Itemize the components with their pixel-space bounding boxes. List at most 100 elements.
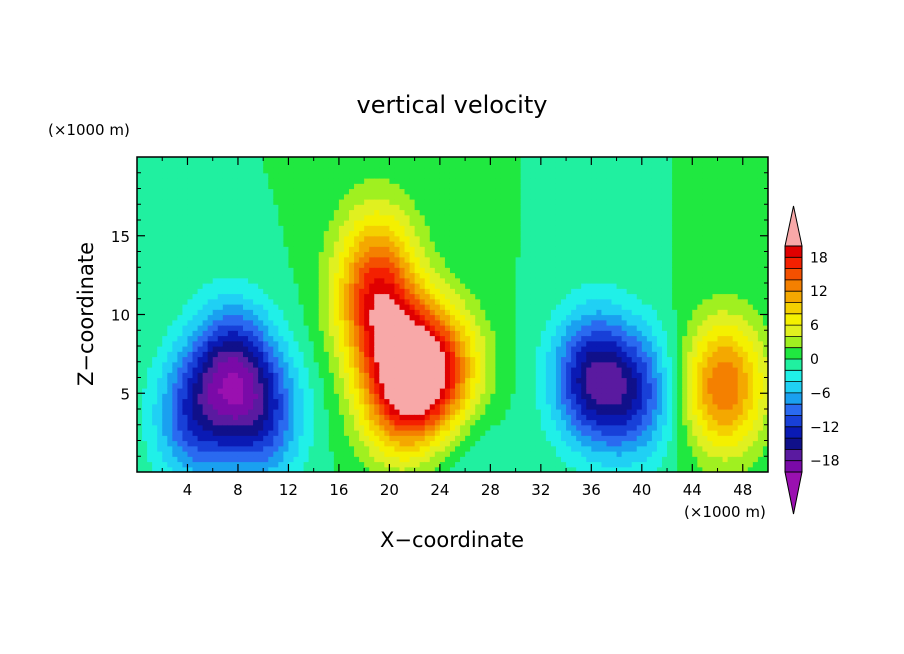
field-cell <box>515 430 522 436</box>
field-cell <box>364 251 370 258</box>
field-cell <box>535 382 542 389</box>
field-cell <box>162 193 168 200</box>
field-cell <box>424 204 431 211</box>
field-cell <box>480 267 486 274</box>
field-cell <box>182 235 189 242</box>
field-cell <box>147 246 153 253</box>
field-cell <box>374 178 380 184</box>
field-cell <box>434 430 441 436</box>
field-cell <box>520 309 527 316</box>
field-cell <box>444 288 451 295</box>
field-cell <box>152 188 158 195</box>
field-cell <box>465 409 471 415</box>
field-cell <box>182 304 189 310</box>
field-cell <box>439 414 446 421</box>
field-cell <box>460 283 466 289</box>
field-cell <box>283 356 290 363</box>
field-cell <box>439 382 446 389</box>
field-cell <box>338 209 345 216</box>
field-cell <box>253 388 259 394</box>
field-cell <box>167 372 173 379</box>
field-cell <box>288 241 295 247</box>
field-cell <box>278 424 284 431</box>
field-cell <box>338 361 345 368</box>
field-cell <box>364 351 370 358</box>
field-cell <box>192 162 199 169</box>
field-cell <box>303 220 310 226</box>
field-cell <box>439 393 446 400</box>
field-cell <box>364 398 370 405</box>
field-cell <box>273 398 279 405</box>
field-cell <box>545 367 552 373</box>
field-cell <box>338 319 345 326</box>
field-cell <box>162 267 168 274</box>
field-cell <box>530 183 537 190</box>
field-cell <box>379 293 385 300</box>
field-cell <box>444 456 451 463</box>
field-cell <box>414 335 421 342</box>
field-cell <box>243 393 249 400</box>
field-cell <box>182 403 189 410</box>
field-cell <box>490 346 497 352</box>
field-cell <box>520 272 527 279</box>
field-cell <box>389 414 396 421</box>
field-cell <box>323 351 330 358</box>
field-cell <box>419 435 426 442</box>
field-cell <box>177 204 184 211</box>
field-cell <box>162 445 168 452</box>
field-cell <box>460 403 466 410</box>
field-cell <box>227 346 234 352</box>
field-cell <box>142 430 148 436</box>
field-cell <box>222 309 229 316</box>
field-cell <box>424 225 431 232</box>
field-cell <box>409 424 416 431</box>
field-cell <box>212 262 219 268</box>
field-cell <box>384 314 390 321</box>
field-cell <box>475 419 481 426</box>
field-cell <box>485 230 491 237</box>
field-cell <box>298 241 305 247</box>
field-cell <box>263 256 269 263</box>
field-cell <box>394 230 401 237</box>
field-cell <box>419 309 426 316</box>
field-cell <box>318 220 325 226</box>
field-cell <box>490 193 497 200</box>
field-cell <box>545 466 552 472</box>
field-cell <box>419 367 426 373</box>
field-cell <box>520 456 527 463</box>
field-cell <box>449 461 456 468</box>
field-cell <box>384 382 390 389</box>
field-cell <box>374 293 380 300</box>
field-cell <box>323 440 330 447</box>
field-cell <box>288 351 295 358</box>
field-cell <box>222 372 229 379</box>
field-cell <box>243 398 249 405</box>
field-cell <box>217 241 224 247</box>
field-cell <box>263 309 269 316</box>
field-cell <box>520 235 527 242</box>
field-cell <box>505 330 512 337</box>
field-cell <box>328 288 335 295</box>
field-cell <box>404 209 411 216</box>
field-cell <box>414 314 421 321</box>
field-cell <box>470 209 476 216</box>
field-cell <box>515 382 522 389</box>
field-cell <box>338 461 345 468</box>
field-cell <box>404 403 411 410</box>
field-cell <box>465 304 471 310</box>
field-cell <box>268 461 274 468</box>
field-cell <box>530 267 537 274</box>
field-cell <box>384 225 390 232</box>
field-cell <box>222 403 229 410</box>
field-cell <box>192 435 199 442</box>
field-cell <box>192 293 199 300</box>
field-cell <box>147 419 153 426</box>
field-cell <box>359 293 365 300</box>
field-cell <box>162 367 168 373</box>
field-cell <box>404 256 411 263</box>
field-cell <box>278 377 284 384</box>
field-cell <box>232 293 239 300</box>
field-cell <box>414 230 421 237</box>
field-cell <box>298 204 305 211</box>
field-cell <box>449 193 456 200</box>
